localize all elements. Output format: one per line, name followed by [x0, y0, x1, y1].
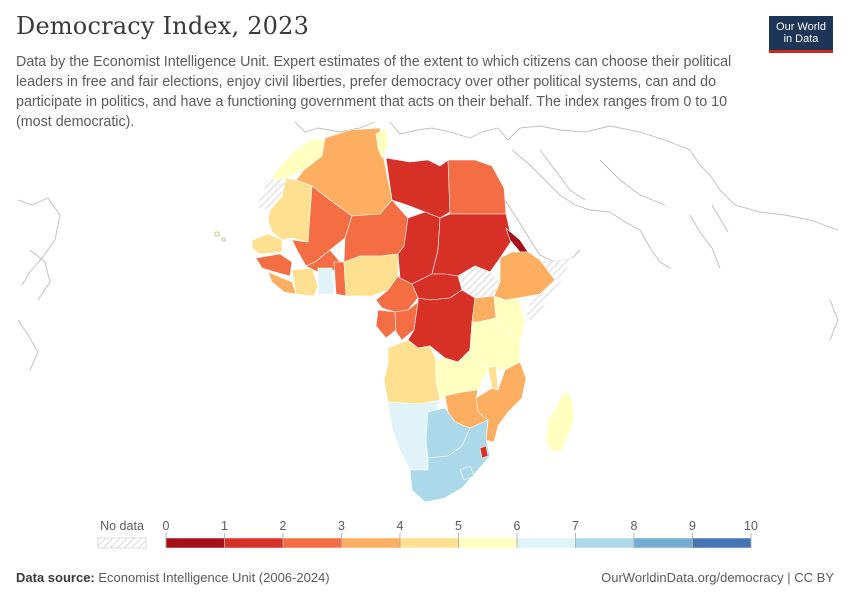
- legend-bin-7[interactable]: [575, 537, 635, 549]
- legend-bin-6[interactable]: [516, 537, 576, 549]
- legend-bin-2[interactable]: [282, 537, 342, 549]
- region-cabo-verde[interactable]: [214, 231, 226, 242]
- region-cote-divoire[interactable]: [291, 267, 319, 297]
- region-egypt[interactable]: [447, 159, 507, 215]
- region-tunisia[interactable]: [375, 127, 389, 159]
- legend-bin-9[interactable]: [692, 537, 752, 549]
- region-zambia[interactable]: [435, 349, 489, 401]
- region-equatorial-guinea-gabon[interactable]: [375, 309, 397, 339]
- legend-bin-0[interactable]: [165, 537, 225, 549]
- legend-tick-10: 10: [744, 519, 758, 533]
- region-guinea[interactable]: [255, 253, 293, 277]
- legend-tick-0: 0: [163, 519, 170, 533]
- legend-tick-1: 1: [221, 519, 228, 533]
- legend-no-data-swatch[interactable]: [97, 537, 147, 549]
- region-uganda-rwanda[interactable]: [471, 295, 497, 323]
- legend-tick-5: 5: [455, 519, 462, 533]
- region-cameroon[interactable]: [375, 275, 419, 313]
- africa-map[interactable]: [0, 120, 850, 512]
- legend-tick-8: 8: [631, 519, 638, 533]
- legend-tick-3: 3: [338, 519, 345, 533]
- legend-no-data-label: No data: [100, 519, 144, 533]
- region-lesotho[interactable]: [459, 465, 475, 481]
- legend-bin-1[interactable]: [224, 537, 284, 549]
- logo-line-2: in Data: [783, 33, 819, 45]
- region-south-africa[interactable]: [409, 419, 491, 503]
- legend-bin-4[interactable]: [399, 537, 459, 549]
- legend-tick-6: 6: [514, 519, 521, 533]
- legend-bin-8[interactable]: [633, 537, 693, 549]
- region-eswatini[interactable]: [479, 445, 489, 459]
- region-senegal[interactable]: [251, 233, 283, 255]
- legend-ticks: 0 1 2 3 4 5 6 7 8 9 10: [163, 519, 758, 548]
- legend-bin-5[interactable]: [458, 537, 518, 549]
- region-mozambique[interactable]: [475, 361, 527, 443]
- data-source-text: Economist Intelligence Unit (2006-2024): [98, 570, 330, 585]
- data-source: Data source: Economist Intelligence Unit…: [16, 570, 330, 585]
- data-source-label: Data source:: [16, 570, 95, 585]
- chart-title: Democracy Index, 2023: [16, 12, 310, 40]
- region-sierra-leone-liberia[interactable]: [267, 271, 297, 295]
- owid-logo[interactable]: Our World in Data: [769, 16, 833, 53]
- legend-tick-9: 9: [689, 519, 696, 533]
- legend-tick-4: 4: [397, 519, 404, 533]
- region-ghana[interactable]: [317, 267, 335, 295]
- legend-bin-3[interactable]: [341, 537, 401, 549]
- region-somalia[interactable]: [524, 257, 573, 323]
- color-legend: No data 0 1 2 3 4 5 6 7 8 9 10: [97, 519, 758, 549]
- logo-line-1: Our World: [776, 21, 826, 33]
- region-malawi[interactable]: [487, 365, 499, 391]
- region-madagascar[interactable]: [545, 391, 575, 453]
- region-angola[interactable]: [383, 339, 441, 405]
- legend-tick-7: 7: [572, 519, 579, 533]
- chart-subtitle: Data by the Economist Intelligence Unit.…: [16, 54, 732, 130]
- legend-tick-2: 2: [280, 519, 287, 533]
- footer-url[interactable]: OurWorldinData.org/democracy | CC BY: [601, 570, 834, 585]
